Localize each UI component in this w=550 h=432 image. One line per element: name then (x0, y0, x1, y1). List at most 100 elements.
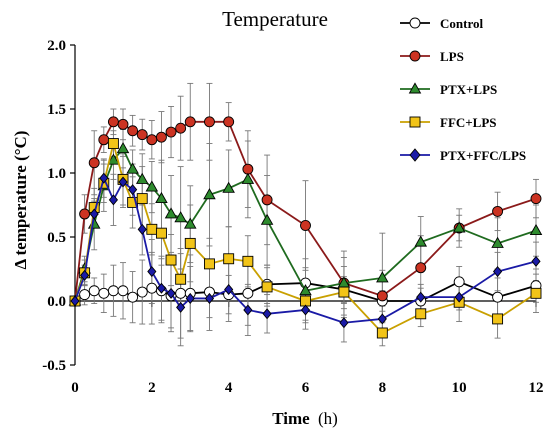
data-point (531, 255, 541, 267)
data-point (376, 327, 388, 339)
x-tick-label: 4 (225, 380, 233, 396)
data-point (80, 269, 90, 281)
data-point (260, 213, 274, 225)
y-tick-label: 1.0 (47, 166, 66, 182)
data-point (146, 282, 158, 294)
data-point (99, 172, 109, 184)
data-point (261, 281, 273, 293)
data-point (128, 184, 138, 196)
data-point (300, 220, 311, 231)
legend-label: FFC+LPS (440, 115, 497, 130)
data-point (204, 292, 215, 304)
x-tick-label: 2 (148, 380, 156, 396)
data-point (242, 287, 254, 299)
data-point (204, 116, 215, 128)
data-point (175, 273, 187, 285)
data-point (300, 304, 311, 316)
x-axis-label-unit: (h) (318, 409, 338, 428)
data-point (184, 237, 196, 249)
data-point (261, 194, 273, 206)
legend-label: PTX+LPS (440, 82, 497, 97)
legend-item: FFC+LPS (400, 115, 497, 130)
data-point (452, 221, 466, 233)
legend-item: PTX+LPS (400, 82, 497, 97)
legend-label: PTX+FFC/LPS (440, 148, 526, 163)
x-tick-label: 12 (529, 380, 544, 396)
data-point (377, 313, 387, 325)
data-point (174, 211, 187, 223)
data-point (376, 271, 389, 283)
data-point (203, 188, 216, 200)
data-point (339, 317, 349, 329)
x-tick-label: 8 (379, 380, 387, 396)
data-point (530, 287, 542, 299)
legend-marker (409, 17, 421, 29)
data-point (136, 286, 148, 298)
series-lps (69, 116, 542, 307)
y-tick-label: -0.5 (42, 358, 66, 374)
legend-marker (408, 82, 422, 94)
data-point (147, 266, 157, 278)
data-point (222, 181, 235, 193)
data-point (98, 287, 110, 299)
data-point (204, 258, 215, 270)
data-point (107, 138, 119, 150)
data-point (107, 116, 119, 128)
data-point (155, 131, 167, 143)
data-point (492, 205, 504, 217)
data-point (108, 194, 119, 206)
data-point (224, 283, 234, 295)
legend-item: PTX+FFC/LPS (400, 148, 526, 163)
y-tick-label: 2.0 (47, 38, 66, 54)
data-point (453, 276, 465, 288)
data-point (530, 193, 542, 205)
data-point (146, 223, 158, 235)
data-point (338, 286, 350, 298)
data-point (136, 193, 148, 205)
data-point (243, 304, 253, 316)
y-tick-label: 1.5 (47, 102, 66, 118)
data-point (529, 223, 543, 236)
data-point (156, 282, 167, 294)
data-point (492, 313, 504, 325)
data-point (137, 223, 147, 235)
data-point (299, 284, 312, 296)
data-point (70, 295, 80, 307)
data-point (491, 236, 504, 248)
data-point (155, 191, 168, 204)
y-tick-label: 0.0 (47, 294, 66, 310)
data-point (164, 207, 178, 219)
y-axis-label: Δ temperature (°C) (11, 131, 30, 270)
x-tick-label: 6 (302, 380, 310, 396)
data-point (223, 116, 235, 128)
data-point (126, 162, 139, 174)
data-point (155, 227, 167, 239)
legend-label: LPS (440, 49, 464, 64)
x-axis-label-main: Time (272, 409, 310, 428)
data-point (176, 301, 186, 313)
x-tick-label: 0 (71, 380, 79, 396)
data-point (135, 172, 149, 184)
data-point (116, 142, 130, 154)
data-point (242, 255, 254, 267)
y-tick-label: 0.5 (47, 230, 66, 246)
series-line (74, 175, 537, 324)
legend-marker (409, 50, 421, 62)
data-point (242, 163, 254, 175)
data-point (454, 291, 464, 303)
data-point (145, 180, 159, 192)
data-point (415, 262, 427, 274)
data-point (88, 285, 100, 297)
data-point (127, 125, 139, 137)
data-point (175, 122, 187, 134)
legend-item: Control (400, 16, 483, 31)
chart-title: Temperature (222, 7, 328, 31)
data-point (165, 126, 177, 138)
x-axis-label: Time (h) (272, 409, 338, 428)
data-point (241, 172, 255, 184)
data-point (117, 118, 129, 130)
data-point (118, 176, 128, 188)
legend: Control LPS PTX+LPS FFC+LPS PTX+FFC/LPS (400, 16, 526, 163)
